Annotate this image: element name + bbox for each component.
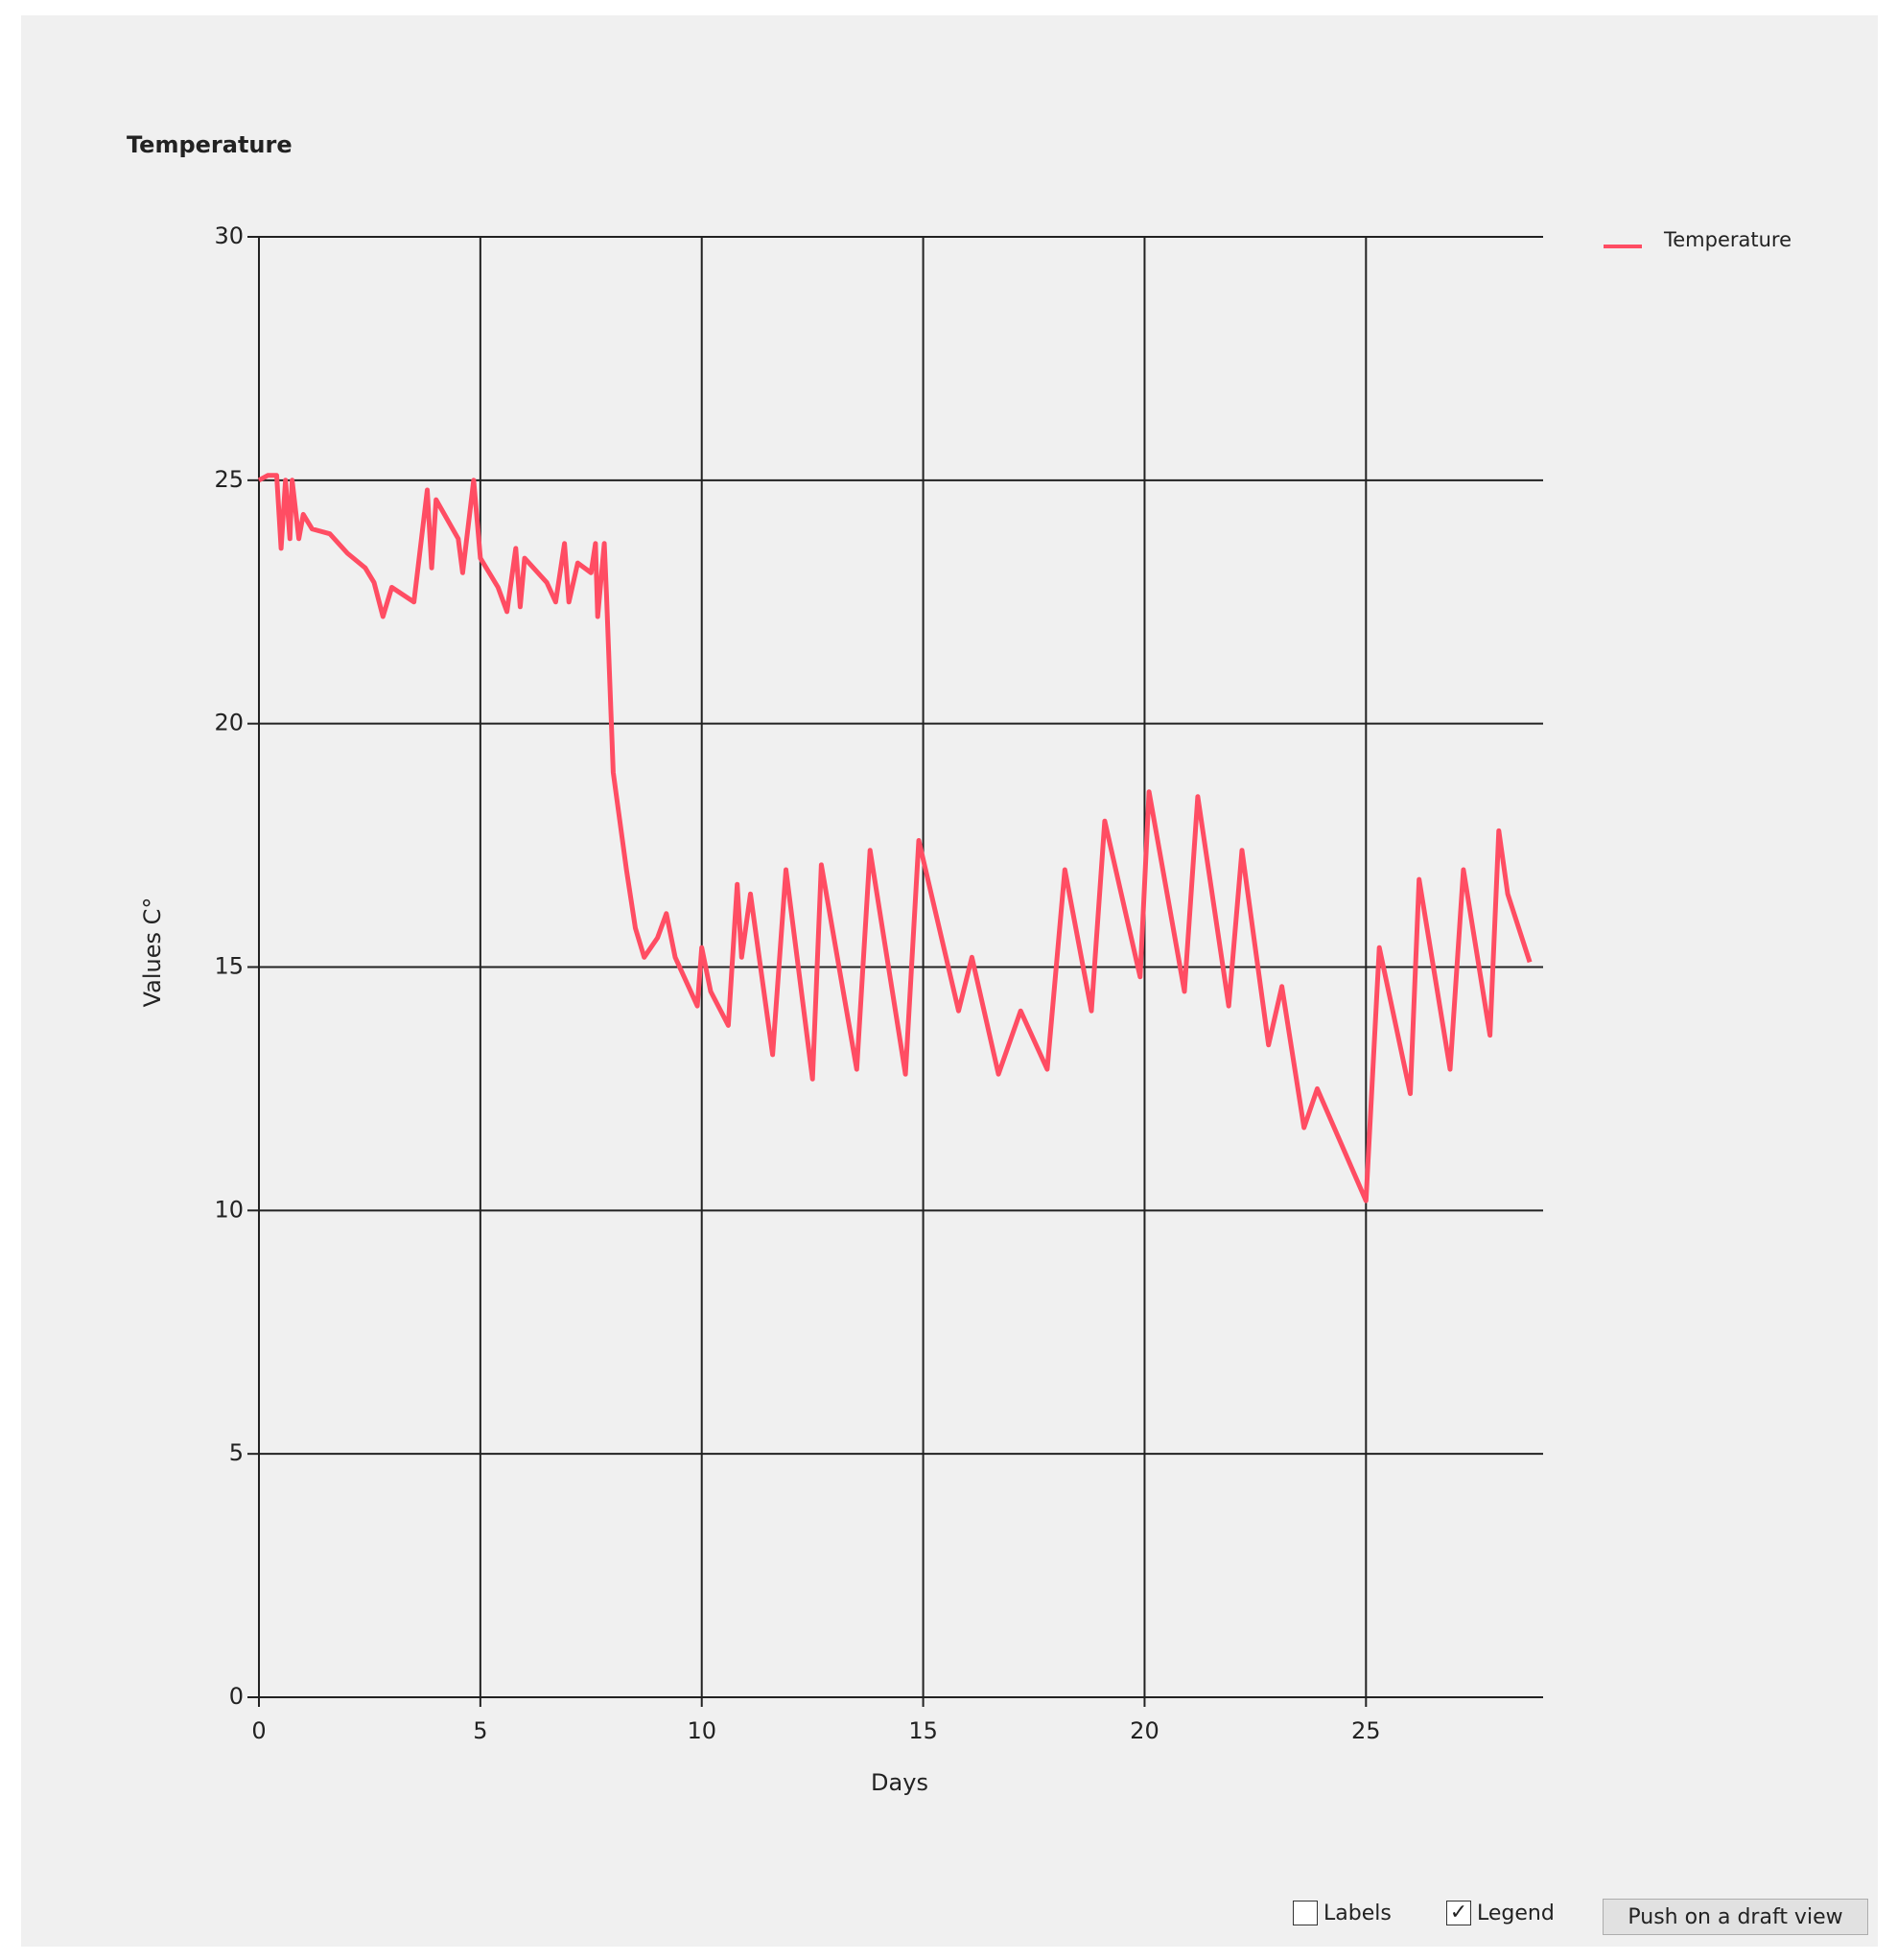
x-tick-label: 20: [1130, 1717, 1159, 1744]
checkbox-label: Labels: [1323, 1901, 1392, 1925]
y-axis-label: Values C°: [139, 898, 166, 1008]
x-tick-label: 25: [1351, 1717, 1381, 1744]
chart-title: Temperature: [127, 131, 293, 158]
checkbox-box[interactable]: [1293, 1901, 1318, 1925]
checkbox-box[interactable]: ✓: [1446, 1901, 1471, 1925]
x-tick-label: 0: [251, 1717, 266, 1744]
data-line: [257, 473, 1533, 1203]
x-axis-label: Days: [871, 1769, 928, 1796]
y-tick-label: 5: [229, 1439, 244, 1466]
x-tick-label: 5: [473, 1717, 487, 1744]
legend-checkbox[interactable]: ✓ Legend: [1446, 1901, 1555, 1925]
y-tick-label: 15: [214, 953, 244, 980]
y-tick-label: 25: [214, 466, 244, 493]
y-tick-label: 0: [229, 1683, 244, 1710]
legend-label: Temperature: [1663, 228, 1792, 251]
button[interactable]: Push on a draft view: [1603, 1899, 1868, 1935]
y-tick-label: 20: [214, 710, 244, 736]
x-tick-label: 10: [687, 1717, 716, 1744]
checkbox-label: Legend: [1477, 1901, 1555, 1925]
y-tick-label: 30: [214, 222, 244, 249]
labels-checkbox[interactable]: Labels: [1293, 1901, 1392, 1925]
x-tick-label: 15: [908, 1717, 938, 1744]
y-tick-label: 10: [214, 1196, 244, 1223]
